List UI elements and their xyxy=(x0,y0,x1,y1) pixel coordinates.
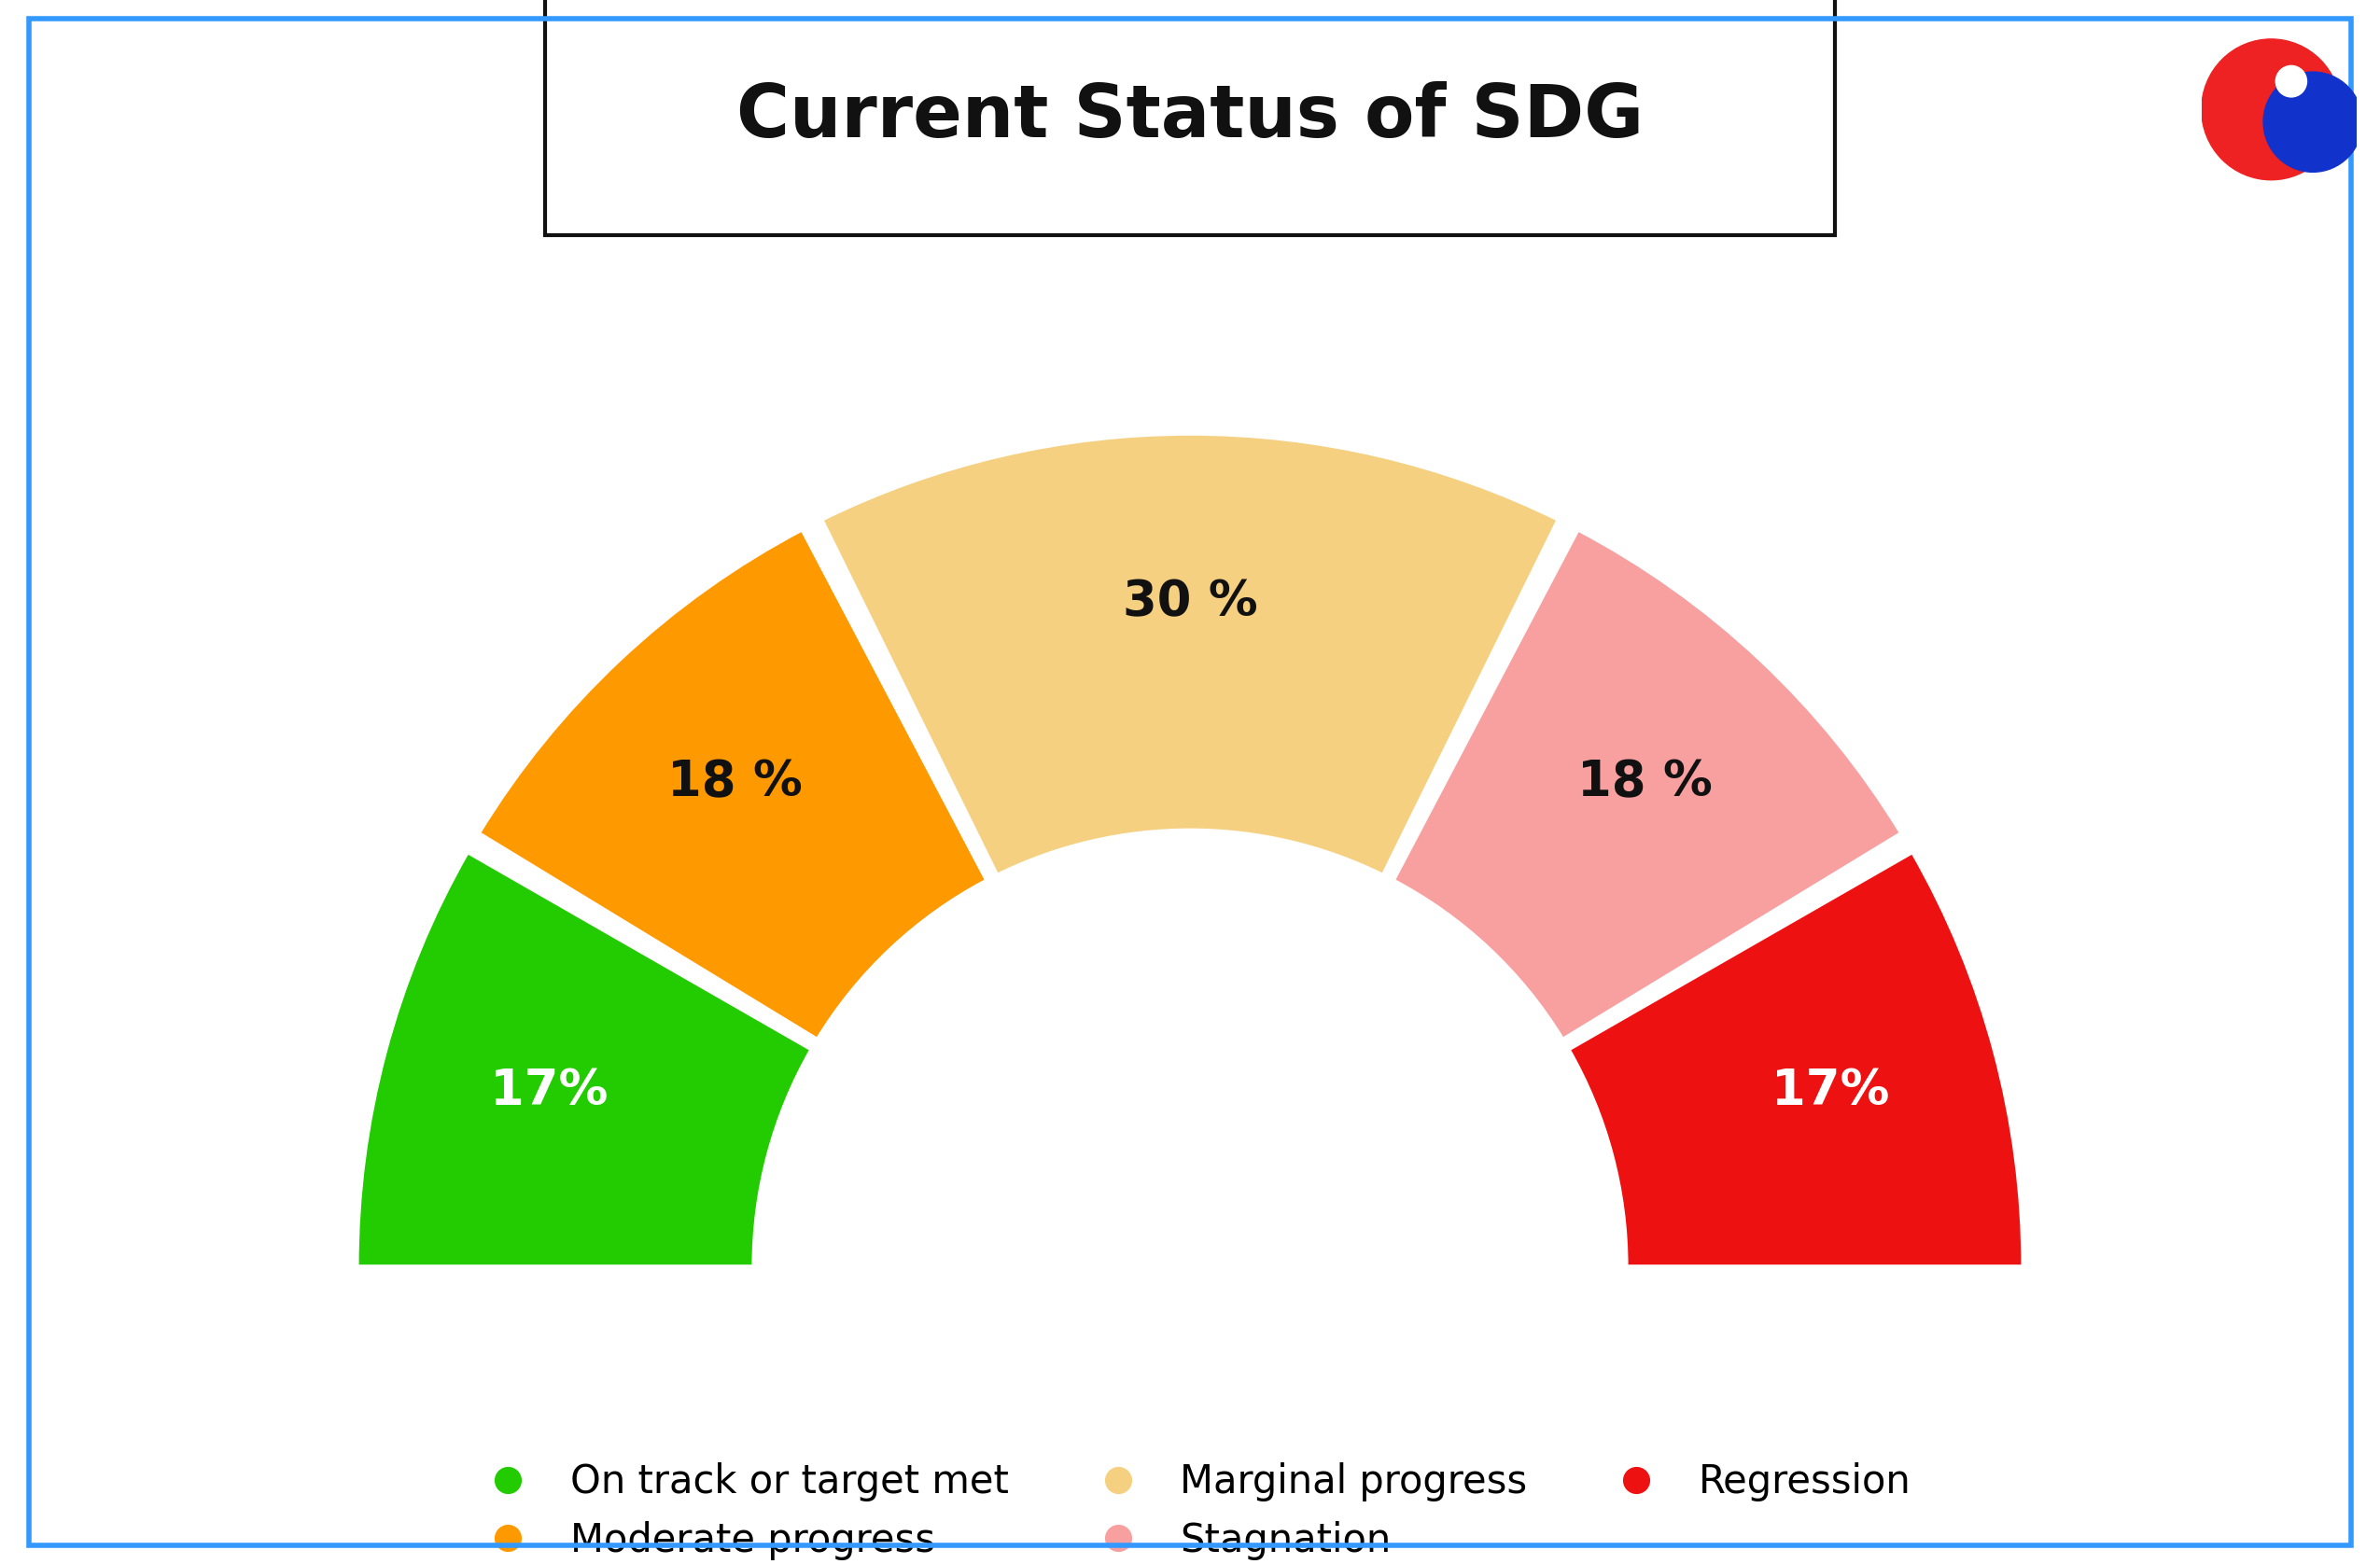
Wedge shape xyxy=(821,433,1559,876)
Circle shape xyxy=(2202,39,2342,180)
Text: 17%: 17% xyxy=(490,1067,609,1115)
Text: 18 %: 18 % xyxy=(1578,759,1711,807)
Text: 18 %: 18 % xyxy=(669,759,802,807)
Legend: On track or target met, Moderate progress, Marginal progress, Stagnation, Regres: On track or target met, Moderate progres… xyxy=(469,1462,1911,1561)
Text: Current Status of SDG: Current Status of SDG xyxy=(735,81,1645,152)
FancyBboxPatch shape xyxy=(545,0,1835,236)
Wedge shape xyxy=(478,530,988,1040)
Text: 30 %: 30 % xyxy=(1123,579,1257,627)
Wedge shape xyxy=(357,852,812,1267)
Circle shape xyxy=(2275,66,2306,97)
Text: 17%: 17% xyxy=(1771,1067,1890,1115)
Wedge shape xyxy=(1568,852,2023,1267)
Wedge shape xyxy=(1392,530,1902,1040)
Circle shape xyxy=(2263,72,2363,172)
